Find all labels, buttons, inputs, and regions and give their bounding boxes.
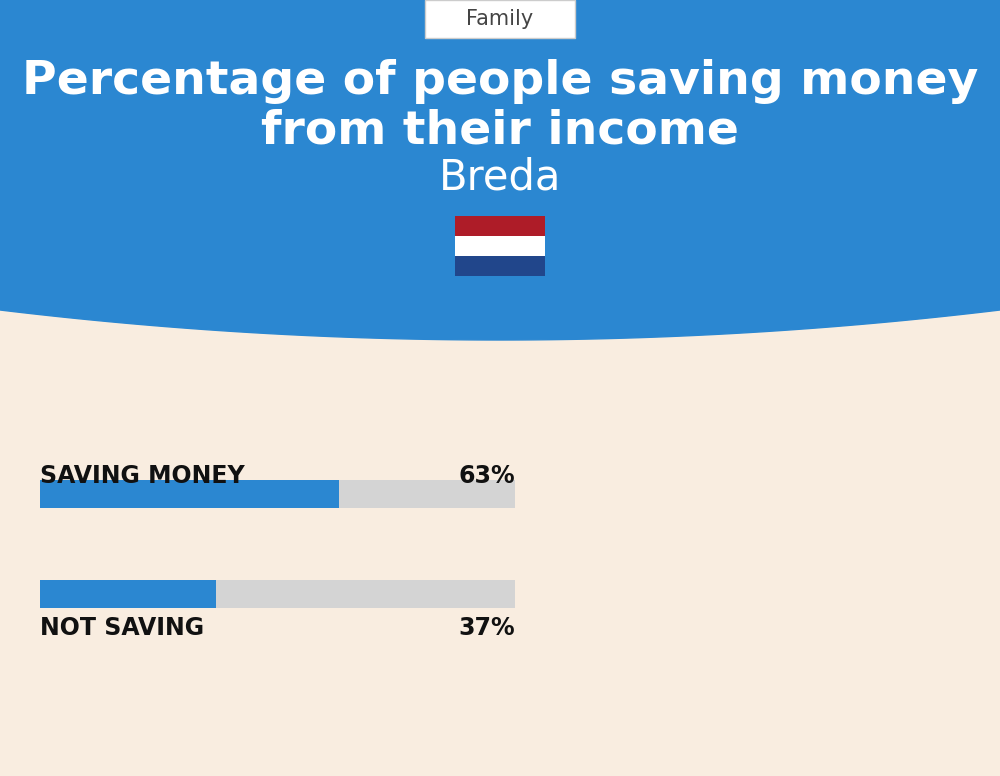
Bar (455, 216, 545, 236)
Text: 63%: 63% (458, 464, 515, 488)
Text: Percentage of people saving money: Percentage of people saving money (22, 58, 978, 103)
Text: 37%: 37% (458, 616, 515, 640)
Text: NOT SAVING: NOT SAVING (40, 616, 204, 640)
Bar (40, 580, 515, 608)
Bar (455, 236, 545, 256)
Bar (40, 480, 339, 508)
Text: from their income: from their income (261, 109, 739, 154)
Text: Family: Family (466, 9, 534, 29)
Bar (455, 256, 545, 276)
Text: SAVING MONEY: SAVING MONEY (40, 464, 245, 488)
Polygon shape (0, 0, 1000, 340)
FancyBboxPatch shape (425, 0, 575, 38)
Bar (40, 580, 216, 608)
Text: Breda: Breda (439, 157, 561, 199)
Bar (40, 480, 515, 508)
